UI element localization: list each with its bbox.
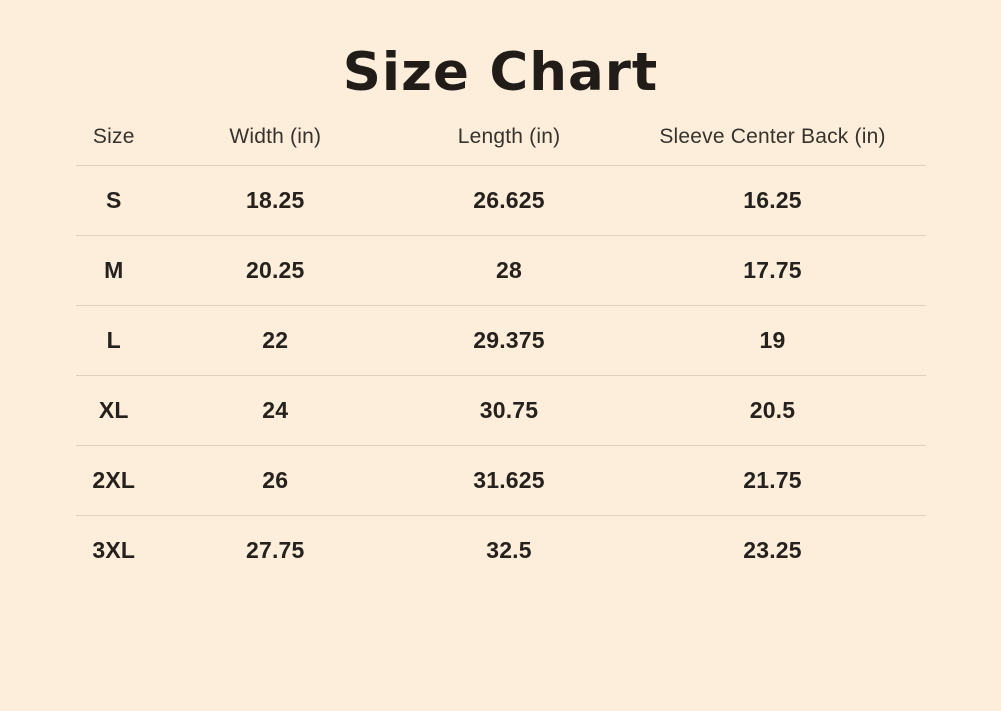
size-chart-table: Size Width (in) Length (in) Sleeve Center B…: [75, 108, 926, 585]
table-row-2xl: 2XL 26 31.625 21.75: [75, 446, 926, 517]
measurement-cell: 18.25: [245, 187, 305, 214]
size-label-cell: 2XL: [92, 467, 136, 494]
measurement-cell: 20.25: [245, 257, 305, 284]
measurement-cell: 22: [262, 327, 289, 354]
measurement-cell: 19: [759, 327, 786, 354]
table-row-l: L 22 29.375 19: [75, 306, 926, 377]
measurement-cell: 32.5: [486, 537, 532, 564]
table-row-m: M 20.25 28 17.75: [75, 236, 926, 307]
measurement-cell: 28: [496, 257, 522, 284]
size-label-cell: L: [106, 327, 121, 354]
measurement-cell: 26.625: [473, 187, 545, 214]
measurement-cell: 16.25: [743, 187, 802, 214]
measurement-cell: 23.25: [743, 537, 802, 564]
measurement-cell: 26: [262, 467, 289, 494]
table-row-xl: XL 24 30.75 20.5: [75, 376, 926, 447]
table-row-3xl: 3XL 27.75 32.5 23.25: [76, 516, 926, 585]
size-chart-page: Size Chart Size Width (in) Length (in) Slee…: [0, 42, 1001, 585]
measurement-cell: 31.625: [473, 467, 545, 494]
measurement-cell: 20.5: [749, 397, 796, 424]
size-label-cell: XL: [98, 397, 129, 424]
table-row-s: S 18.25 26.625 16.25: [75, 166, 926, 237]
table-body: S 18.25 26.625 16.25 M 20.25 28 17.75 L 22 29.375 1…: [75, 166, 926, 585]
measurement-cell: 17.75: [743, 257, 802, 284]
size-label-cell: 3XL: [92, 537, 136, 564]
column-header-width-in: Width (in): [229, 124, 322, 148]
measurement-cell: 24: [262, 397, 289, 424]
table-header-row: Size Width (in) Length (in) Sleeve Center B…: [75, 108, 926, 167]
measurement-cell: 29.375: [473, 327, 545, 354]
column-header-size: Size: [92, 124, 135, 148]
column-header-sleeve-center-back-in: Sleeve Center Back (in): [659, 124, 886, 148]
measurement-cell: 27.75: [245, 537, 305, 564]
measurement-cell: 21.75: [743, 467, 802, 494]
column-header-length-in: Length (in): [457, 124, 561, 148]
page-title: Size Chart: [342, 42, 659, 103]
size-label-cell: M: [104, 257, 124, 284]
size-label-cell: S: [105, 187, 122, 214]
measurement-cell: 30.75: [479, 397, 539, 424]
